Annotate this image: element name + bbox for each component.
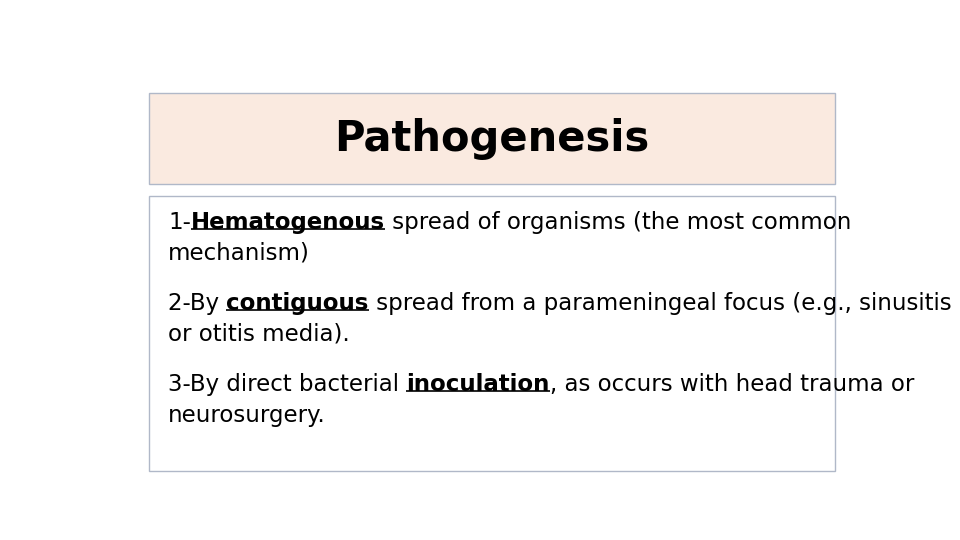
- Text: or otitis media).: or otitis media).: [168, 323, 349, 346]
- Text: mechanism): mechanism): [168, 242, 310, 265]
- Text: contiguous: contiguous: [227, 292, 369, 315]
- Text: 2-By: 2-By: [168, 292, 227, 315]
- FancyBboxPatch shape: [150, 93, 834, 184]
- Text: 3-By direct bacterial: 3-By direct bacterial: [168, 373, 406, 396]
- Text: spread from a parameningeal focus (e.g., sinusitis: spread from a parameningeal focus (e.g.,…: [369, 292, 951, 315]
- Text: , as occurs with head trauma or: , as occurs with head trauma or: [550, 373, 914, 396]
- Text: neurosurgery.: neurosurgery.: [168, 404, 325, 427]
- Text: Pathogenesis: Pathogenesis: [334, 118, 650, 160]
- Text: Hematogenous: Hematogenous: [191, 211, 385, 234]
- Text: 1-: 1-: [168, 211, 191, 234]
- Text: spread of organisms (the most common: spread of organisms (the most common: [385, 211, 852, 234]
- Text: inoculation: inoculation: [406, 373, 550, 396]
- FancyBboxPatch shape: [150, 195, 834, 471]
